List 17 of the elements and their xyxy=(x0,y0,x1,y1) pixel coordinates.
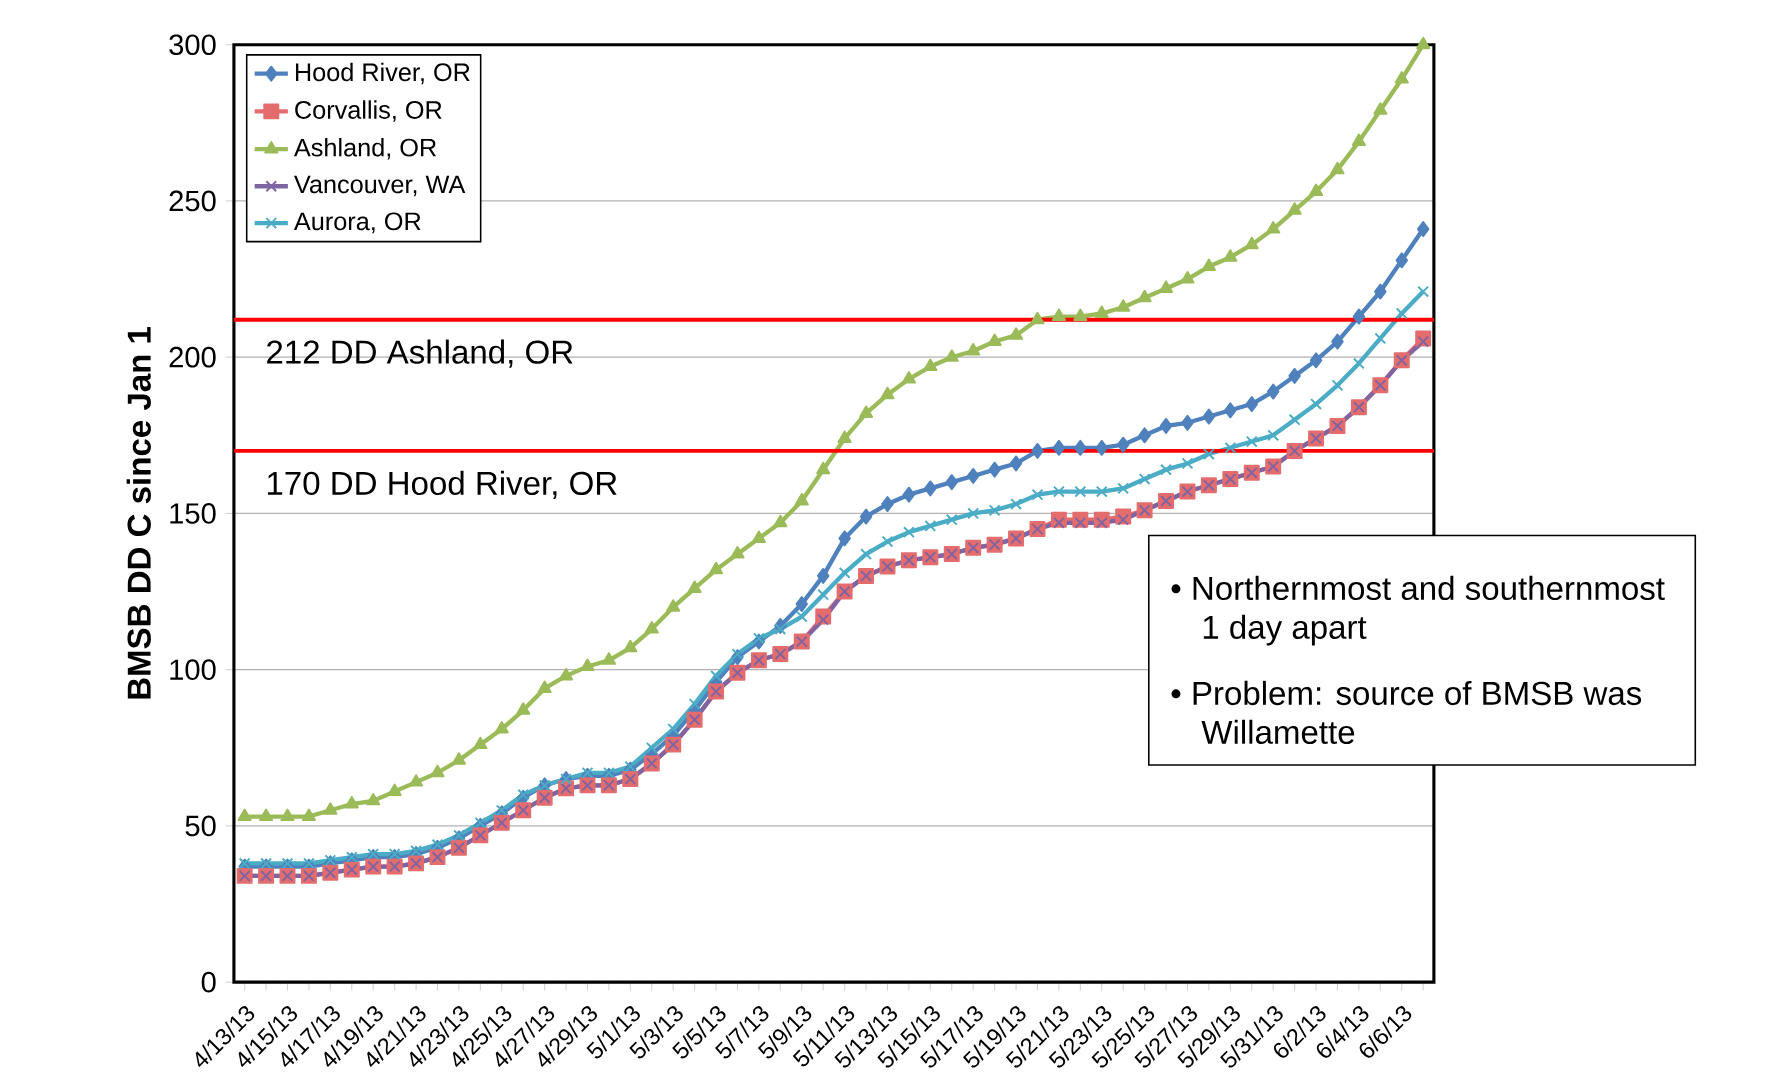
legend-label: Ashland, OR xyxy=(293,137,437,160)
ref-line-label: 212 DD Ashland, OR xyxy=(267,339,573,368)
y-tick-label: 0 xyxy=(201,971,216,993)
legend-label: Vancouver, WA xyxy=(294,175,466,197)
y-tick-label: 250 xyxy=(169,190,216,212)
y-tick-label: 300 xyxy=(169,34,216,55)
y-tick-label: 200 xyxy=(169,346,216,368)
y-tick-label: 100 xyxy=(170,659,216,680)
y-tick-label: 50 xyxy=(185,815,216,836)
annotation: • Problem: source of BMSB was Willamette xyxy=(1171,680,1642,744)
y-tick-label: 150 xyxy=(170,502,216,524)
ref-line-label: 170 DD Hood River, OR xyxy=(267,470,617,499)
legend-label: Corvallis, OR xyxy=(295,100,442,122)
legend-label: Aurora, OR xyxy=(293,212,421,234)
annotation: • Northernmost and southernmost 1 day apart xyxy=(1171,575,1665,646)
legend-label: Hood River, OR xyxy=(295,62,470,84)
y-axis-title: BMSB DD C since Jan 1 xyxy=(126,326,151,699)
